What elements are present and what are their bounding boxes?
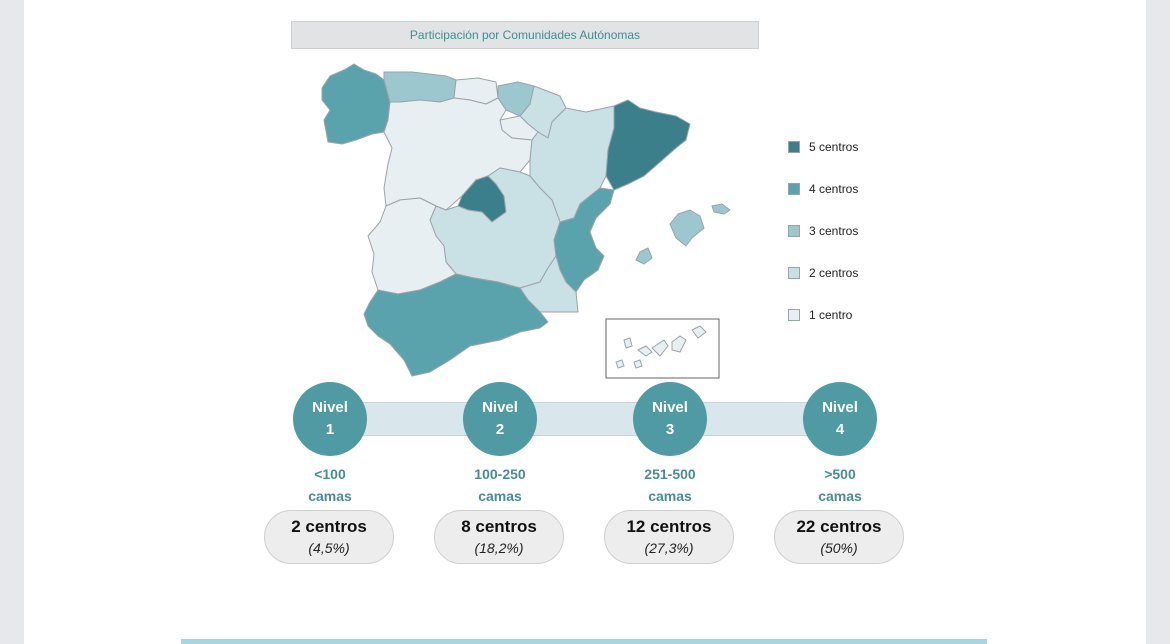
- level-3-circle: Nivel 3: [633, 382, 707, 456]
- legend-item: 3 centros: [788, 210, 858, 252]
- map-title: Participación por Comunidades Autónomas: [291, 21, 759, 49]
- centros-percentage: (50%): [820, 540, 858, 556]
- range-value: <100: [314, 466, 346, 482]
- region-andalucia: [363, 273, 549, 377]
- region-canarias: [615, 325, 707, 369]
- centros-percentage: (4,5%): [308, 540, 350, 556]
- range-unit: camas: [818, 488, 862, 504]
- level-3-count-pill: 12 centros (27,3%): [604, 510, 734, 564]
- level-2-range: 100-250 camas: [440, 463, 560, 507]
- footer-band: [181, 639, 987, 644]
- legend-label: 5 centros: [809, 140, 859, 154]
- level-2-circle: Nivel 2: [463, 382, 537, 456]
- region-comunidad-valenciana: [553, 187, 615, 293]
- range-value: 100-250: [474, 466, 526, 482]
- range-value: 251-500: [644, 466, 696, 482]
- range-unit: camas: [308, 488, 352, 504]
- legend-label: 3 centros: [809, 224, 859, 238]
- level-label: Nivel: [312, 399, 348, 416]
- legend-item: 2 centros: [788, 252, 858, 294]
- level-3-range: 251-500 camas: [610, 463, 730, 507]
- region-murcia: [519, 255, 579, 313]
- level-number: 3: [665, 421, 675, 438]
- region-islas-baleares: [635, 203, 731, 265]
- canarias-inset-frame: [605, 318, 720, 379]
- centros-count: 2 centros: [291, 517, 367, 536]
- legend-label: 2 centros: [809, 266, 859, 280]
- level-2-count-pill: 8 centros (18,2%): [434, 510, 564, 564]
- document-page: [24, 0, 1146, 644]
- level-1-range: <100 camas: [270, 463, 390, 507]
- range-value: >500: [824, 466, 856, 482]
- centros-percentage: (27,3%): [644, 540, 694, 556]
- region-galicia: [321, 63, 391, 145]
- legend-item: 5 centros: [788, 126, 858, 168]
- level-1-count-pill: 2 centros (4,5%): [264, 510, 394, 564]
- region-asturias: [383, 71, 457, 103]
- level-label: Nivel: [652, 399, 688, 416]
- region-cataluna: [605, 99, 691, 191]
- legend-label: 4 centros: [809, 182, 859, 196]
- centros-count: 8 centros: [461, 517, 537, 536]
- level-number: 1: [325, 421, 335, 438]
- legend-swatch: [788, 183, 800, 195]
- range-unit: camas: [648, 488, 692, 504]
- level-number: 2: [495, 421, 505, 438]
- level-label: Nivel: [822, 399, 858, 416]
- legend-swatch: [788, 225, 800, 237]
- level-4-count-pill: 22 centros (50%): [774, 510, 904, 564]
- legend-label: 1 centro: [809, 308, 853, 322]
- map-legend: 5 centros 4 centros 3 centros 2 centros …: [788, 126, 858, 336]
- level-1-circle: Nivel 1: [293, 382, 367, 456]
- legend-swatch: [788, 309, 800, 321]
- levels-timeline-bar: [330, 402, 842, 436]
- legend-swatch: [788, 267, 800, 279]
- level-4-range: >500 camas: [780, 463, 900, 507]
- level-4-circle: Nivel 4: [803, 382, 877, 456]
- range-unit: camas: [478, 488, 522, 504]
- level-label: Nivel: [482, 399, 518, 416]
- legend-item: 4 centros: [788, 168, 858, 210]
- centros-count: 22 centros: [796, 517, 882, 536]
- legend-swatch: [788, 141, 800, 153]
- level-number: 4: [835, 421, 845, 438]
- centros-percentage: (18,2%): [474, 540, 524, 556]
- legend-item: 1 centro: [788, 294, 858, 336]
- centros-count: 12 centros: [626, 517, 712, 536]
